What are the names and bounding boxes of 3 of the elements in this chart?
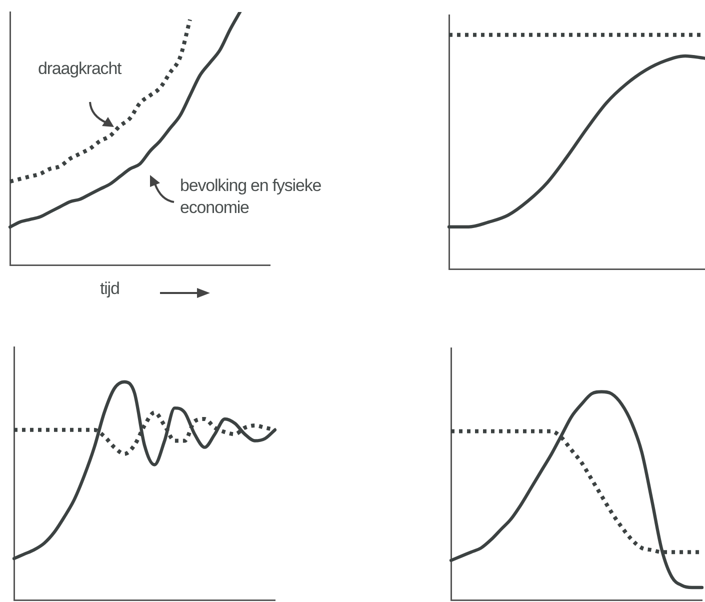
series-label: draagkracht (38, 58, 123, 80)
legend-label: bevolking en fysieke economie (180, 175, 322, 219)
x-axis-title: tijd (100, 278, 120, 300)
